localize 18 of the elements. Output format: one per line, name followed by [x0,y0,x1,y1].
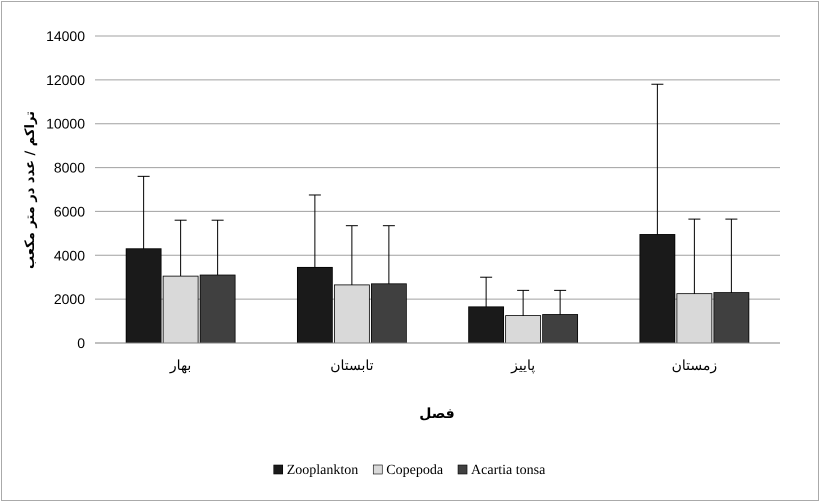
legend-label: Zooplankton [286,463,358,478]
y-tick-label: 12000 [46,72,86,88]
y-tick-label: 0 [77,335,86,351]
legend-label: Acartia tonsa [471,463,546,478]
legend-label: Copepoda [386,463,444,478]
y-tick-label: 8000 [54,160,86,176]
x-tick-label: پاییز [510,358,536,374]
y-tick-label: 14000 [46,28,86,44]
x-tick-label: بهار [168,358,192,374]
y-tick-label: 4000 [54,247,86,264]
y-tick-label: 10000 [46,116,86,132]
legend: Zooplankton Copepoda Acartia tonsa [273,463,546,478]
y-tick-label: 6000 [54,203,86,220]
y-tick-label: 2000 [54,291,86,308]
y-axis-title: تراکم / عدد در متر مکعب [23,111,38,269]
x-tick-label: زمستان [672,358,718,374]
x-axis-title: فصل [419,406,455,422]
x-tick-label: تابستان [330,358,374,374]
